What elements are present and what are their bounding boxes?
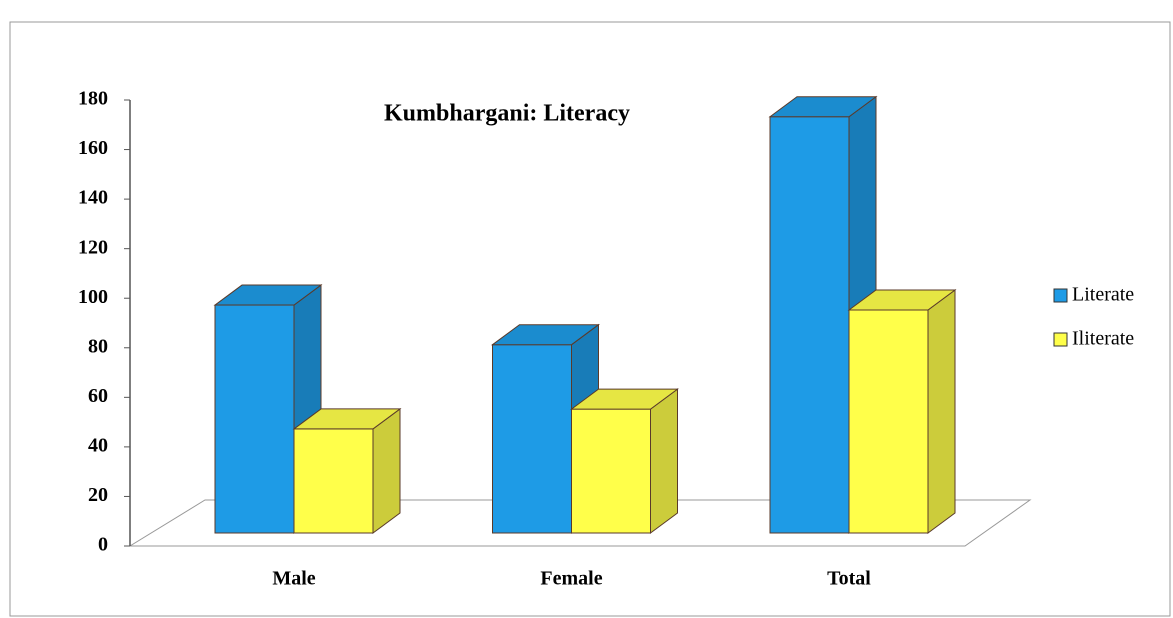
y-tick-label: 60 [88,385,108,407]
bar-top [213,284,323,306]
x-tick-label: Male [272,568,315,590]
bar-top [490,324,601,346]
bar [769,116,850,534]
legend-label: Iliterate [1072,328,1134,350]
x-tick-label: Total [827,568,871,590]
y-tick-label: 40 [88,434,108,456]
y-tick-label: 20 [88,484,108,506]
x-tick-label: Female [540,568,602,590]
chart-title: Kumbhargani: Literacy [384,101,630,127]
bar-top [569,388,680,410]
bar [571,408,651,534]
bar [848,309,929,534]
bar [293,428,374,534]
legend-swatch [1053,288,1068,303]
bar-top [768,96,878,118]
bar-side [927,289,956,534]
bar-side [372,407,401,534]
bar-top [847,289,957,311]
y-tick-label: 80 [88,335,108,357]
bar-top [292,408,402,430]
legend-swatch [1053,332,1068,347]
y-tick-label: 0 [98,534,108,556]
bar [214,304,295,534]
y-tick-label: 140 [78,187,108,209]
y-tick-label: 180 [78,88,108,110]
floor [128,499,1032,547]
bar [492,344,572,534]
legend-label: Literate [1072,284,1134,306]
y-tick-label: 120 [78,236,108,258]
y-tick-label: 100 [78,286,108,308]
bar-side [650,388,678,534]
y-tick-label: 160 [78,137,108,159]
